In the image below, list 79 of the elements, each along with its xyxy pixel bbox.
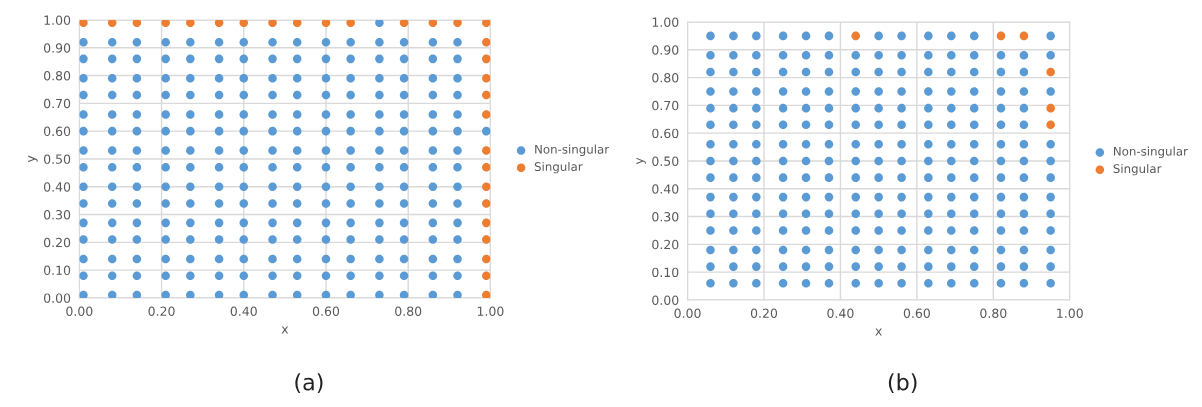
y-axis-title: y (636, 157, 646, 165)
x-tick-label: 0.80 (980, 308, 1007, 318)
y-tick-label: 0.70 (652, 100, 679, 111)
point (292, 19, 302, 27)
point (482, 218, 491, 228)
y-tick-label: 0.70 (43, 98, 71, 109)
point (482, 19, 491, 27)
y-tick-label: 0.60 (652, 128, 679, 139)
y-axis-title: y (28, 155, 38, 163)
point (996, 31, 1006, 41)
y-tick-label: 0.10 (652, 267, 679, 278)
x-tick-label: 0.00 (674, 308, 701, 318)
text: (b) (888, 373, 917, 394)
point (1019, 31, 1029, 41)
point (79, 19, 88, 27)
point (1046, 67, 1055, 77)
point (482, 110, 491, 119)
point (161, 19, 170, 27)
point (482, 162, 491, 172)
point (482, 199, 491, 208)
y-tick-label: 1.00 (652, 17, 679, 27)
x-axis-title: x (281, 326, 289, 334)
x-tick-label: 0.20 (750, 308, 778, 318)
point (239, 19, 249, 27)
point (1046, 120, 1055, 130)
y-tick-label: 0.50 (652, 156, 679, 166)
legend-label: Singular (534, 161, 583, 174)
point (482, 146, 491, 155)
point (851, 31, 861, 41)
point (107, 19, 117, 27)
x-tick-label: 0.40 (230, 306, 257, 316)
x-tick-label: 0.40 (827, 308, 854, 318)
point (482, 271, 491, 280)
point (321, 19, 331, 27)
point (482, 37, 491, 47)
y-tick-label: 0.30 (43, 210, 71, 220)
point (132, 19, 142, 27)
y-tick-label: 0.00 (652, 295, 679, 305)
point (482, 74, 491, 83)
x-tick-label: 1.00 (1057, 308, 1083, 318)
point (482, 54, 491, 64)
y-tick-label: 0.10 (43, 265, 71, 276)
y-tick-label: 0.80 (652, 73, 679, 83)
point (482, 254, 491, 264)
y-tick-label: 0.20 (43, 237, 71, 248)
y-tick-label: 0.40 (43, 182, 71, 192)
y-tick-label: 0.90 (43, 43, 71, 53)
y-tick-label: 0.00 (43, 293, 71, 303)
x-tick-label: 0.60 (312, 306, 340, 316)
y-tick-label: 0.20 (652, 239, 679, 250)
point (399, 19, 409, 27)
point (482, 90, 491, 100)
point (482, 235, 491, 244)
legend-label: Non-singular (1114, 146, 1188, 159)
y-tick-label: 0.30 (652, 212, 679, 222)
point (482, 290, 491, 298)
text: (a) (295, 373, 323, 394)
y-tick-label: 0.50 (43, 154, 71, 164)
y-tick-label: 0.80 (43, 71, 71, 81)
point (214, 19, 224, 27)
point (1046, 103, 1055, 113)
point (186, 19, 195, 27)
point (453, 19, 462, 27)
x-axis-title: x (875, 328, 882, 336)
y-tick-label: 0.60 (43, 126, 71, 137)
legend-label: Singular (1113, 163, 1162, 176)
y-tick-label: 0.40 (652, 184, 679, 194)
x-tick-label: 0.80 (395, 306, 422, 316)
point (428, 19, 438, 27)
y-tick-label: 1.00 (44, 15, 71, 25)
point (482, 182, 491, 192)
legend-label: Non-singular (535, 144, 610, 156)
point (268, 19, 277, 27)
point (346, 19, 355, 27)
x-tick-label: 0.20 (148, 306, 175, 316)
x-tick-label: 1.00 (477, 306, 504, 316)
x-tick-label: 0.60 (903, 308, 930, 318)
y-tick-label: 0.90 (652, 45, 679, 55)
x-tick-label: 0.00 (66, 306, 93, 316)
